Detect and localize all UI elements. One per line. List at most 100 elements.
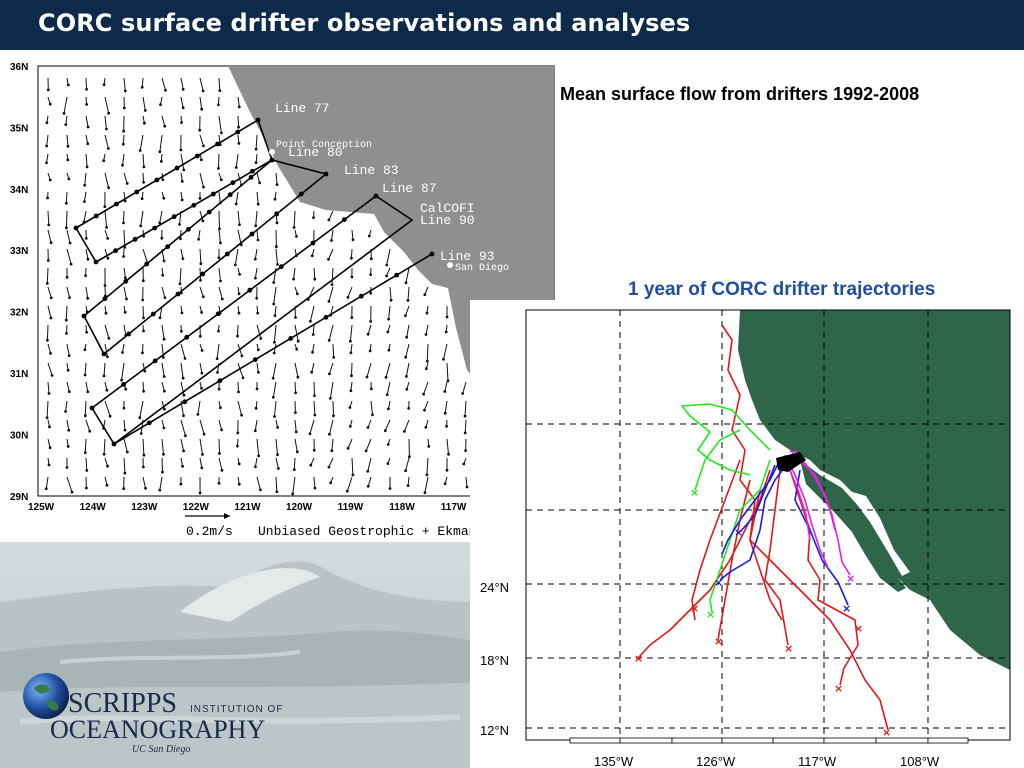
station-dot (144, 261, 150, 267)
flow-vector (66, 476, 73, 493)
flow-vector (365, 438, 372, 452)
flow-vector-head (86, 297, 90, 300)
flow-vector (66, 229, 71, 244)
flow-vector (180, 381, 185, 396)
flow-vector-head (217, 103, 220, 107)
flow-vector-head (141, 279, 145, 283)
flow-vector-head (236, 334, 239, 338)
line-90-label: Line 90 (420, 213, 475, 228)
flow-vector (180, 438, 185, 452)
flow-vector (103, 438, 106, 455)
flow-vector (66, 381, 70, 392)
flow-vector-head (66, 158, 70, 162)
flow-vector-head (198, 197, 202, 200)
station-dot (123, 278, 129, 284)
flow-vector (85, 134, 89, 144)
flow-vector-head (219, 279, 222, 283)
flow-vector-head (50, 374, 54, 377)
lon-label: 122W (183, 502, 210, 513)
flow-vector-head (217, 481, 221, 485)
station-dot (174, 165, 180, 171)
flow-vector-head (369, 291, 373, 295)
svg-text:×: × (854, 622, 863, 635)
flow-vector-head (234, 202, 238, 206)
flow-vector-head (348, 406, 352, 409)
flow-vector-head (312, 448, 316, 452)
flow-vector-head (202, 185, 205, 189)
flow-vector (329, 419, 334, 435)
flow-vector-head (142, 165, 146, 169)
flow-vector (309, 419, 315, 434)
flow-vector (388, 305, 391, 320)
station-dot (394, 272, 400, 278)
flow-vector (104, 172, 110, 188)
flow-vector (122, 153, 125, 166)
flow-vector-head (387, 407, 390, 411)
flow-vector (123, 267, 126, 278)
station-dot (165, 244, 171, 250)
flow-vector-head (256, 348, 260, 352)
lon-label: 124W (80, 502, 107, 513)
flow-vector (199, 77, 204, 92)
flow-vector (254, 419, 258, 431)
flow-vector (199, 172, 204, 188)
flow-vector (180, 343, 186, 359)
flow-vector (234, 248, 239, 265)
lat-label: 36N (10, 62, 28, 73)
flow-vector-head (256, 202, 260, 206)
flow-vector-head (388, 487, 392, 490)
svg-text:×: × (690, 602, 699, 615)
flow-vector-head (102, 374, 106, 378)
flow-vector-head (142, 453, 146, 457)
flow-vector-head (364, 449, 368, 453)
flow-vector-head (123, 89, 127, 93)
flow-vector (47, 343, 52, 354)
flow-vector-head (273, 314, 277, 318)
flow-vector (275, 438, 278, 455)
flow-vector-head (310, 254, 314, 258)
flow-vector-head (217, 256, 221, 260)
flow-vector-head (48, 178, 52, 182)
mean-flow-heading: Mean surface flow from drifters 1992-200… (560, 84, 920, 104)
flow-vector (331, 229, 334, 241)
flow-vector-head (45, 144, 49, 148)
flow-vector-head (85, 87, 88, 91)
lat-label: 30N (10, 430, 28, 441)
slide-title: CORC surface drifter observations and an… (38, 9, 691, 37)
flow-vector-head (259, 337, 263, 340)
station-dot (255, 117, 261, 123)
flow-vector (218, 419, 223, 431)
blue-trajectory (719, 459, 791, 581)
flow-vector-head (67, 354, 71, 358)
station-dot (154, 177, 160, 183)
station-dot (342, 217, 347, 223)
station-dot (102, 296, 108, 302)
flow-vector-head (123, 428, 127, 432)
flow-vector-head (350, 275, 354, 279)
flow-vector-head (198, 491, 202, 495)
flow-vector-head (106, 464, 109, 468)
flow-vector (123, 210, 125, 223)
flow-vector-head (275, 183, 279, 187)
flow-vector-head (180, 311, 184, 315)
flow-vector (161, 457, 163, 473)
flow-vector-head (406, 484, 410, 488)
flow-vector-head (86, 390, 90, 394)
flow-vector-head (180, 198, 184, 202)
flow-vector-head (237, 311, 241, 315)
flow-vector-head (346, 446, 350, 450)
flow-vector (66, 286, 70, 298)
flow-vector (444, 381, 448, 392)
flow-vector (180, 419, 186, 436)
flow-vector (294, 324, 299, 342)
station-dot (310, 240, 316, 246)
flow-vector-head (463, 414, 467, 418)
flow-vector-head (365, 375, 369, 379)
flow-vector (407, 286, 410, 301)
station-dot (152, 358, 158, 364)
flow-vector (180, 172, 183, 182)
flow-vector-head (64, 318, 68, 322)
flow-vector (123, 286, 127, 300)
station-dot (323, 171, 329, 177)
flow-vector-head (49, 296, 53, 300)
